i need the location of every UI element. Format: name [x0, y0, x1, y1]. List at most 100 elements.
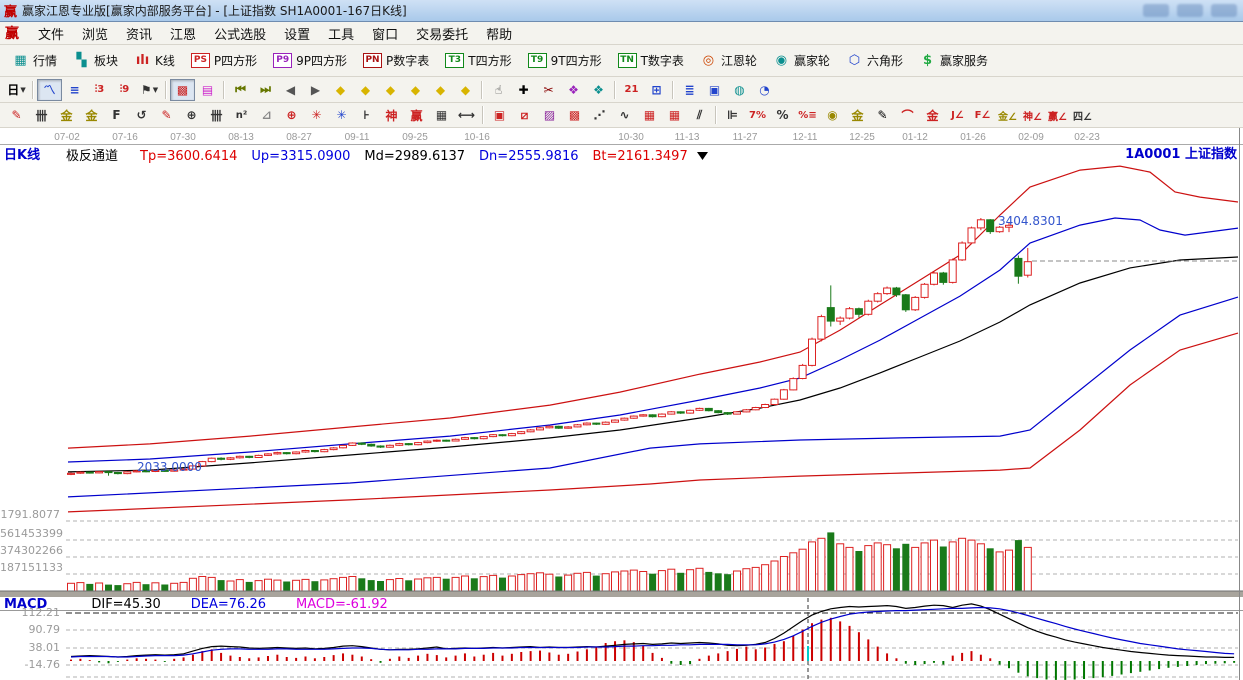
toolbar-hexagon-button[interactable]: ⬡ 六角形 — [838, 49, 911, 72]
nav-prev-bar-button[interactable]: ◀ — [278, 79, 303, 101]
draw-marker-pen-2-button[interactable]: ✎ — [154, 104, 179, 126]
draw-arc-lines-button[interactable]: ⌒ — [895, 104, 920, 126]
draw-spiral-button[interactable]: ↺ — [129, 104, 154, 126]
menu-9[interactable]: 帮助 — [486, 27, 513, 43]
toolbar-winner-service-button[interactable]: $ 赢家服务 — [911, 49, 996, 72]
draw-percent-button[interactable]: % — [770, 104, 795, 126]
nav-knot-purple-button[interactable]: ❖ — [561, 79, 586, 101]
draw-parallel-lines-button[interactable]: ⫽ — [687, 104, 712, 126]
draw-box-hatch-button[interactable]: ▩ — [562, 104, 587, 126]
draw-wide-grid-button[interactable]: 卌 — [204, 104, 229, 126]
draw-target-circle-button[interactable]: ⊕ — [279, 104, 304, 126]
maximize-button[interactable] — [1177, 4, 1203, 17]
menu-0[interactable]: 文件 — [38, 27, 65, 43]
menu-6[interactable]: 工具 — [328, 27, 355, 43]
nav-last-bar-button[interactable]: ⏭ — [253, 79, 278, 101]
draw-gold-circle-button[interactable]: ◉ — [820, 104, 845, 126]
draw-percent-lines-button[interactable]: %≡ — [795, 104, 820, 126]
nav-user-export-button[interactable]: ◔ — [752, 79, 777, 101]
nav-knot-teal-button[interactable]: ❖ — [586, 79, 611, 101]
menu-5[interactable]: 设置 — [284, 27, 311, 43]
nav-hand-drag-button[interactable]: ☝ — [486, 79, 511, 101]
nav-calculator-button[interactable]: ⊞ — [644, 79, 669, 101]
draw-gold-grid-2-button[interactable]: 金 — [79, 104, 104, 126]
draw-red-grid-2-button[interactable]: ▦ — [662, 104, 687, 126]
toolbar-kline-button[interactable]: ılı K线 — [126, 49, 183, 72]
minimize-button[interactable] — [1143, 4, 1169, 17]
indicator-name[interactable]: 极反通道 — [66, 149, 119, 164]
draw-marker-pen-button[interactable]: ✎ — [4, 104, 29, 126]
menu-3[interactable]: 江恩 — [170, 27, 197, 43]
draw-black-pen-button[interactable]: ✎ — [870, 104, 895, 126]
nav-measure-scissors-button[interactable]: ✂ — [536, 79, 561, 101]
draw-trend-pencil-button[interactable]: ⋰ — [587, 104, 612, 126]
draw-f-angle-button[interactable]: F∠ — [970, 104, 995, 126]
toolbar-9p-square-button[interactable]: P9 9P四方形 — [265, 49, 355, 72]
nav-diamond-left-button[interactable]: ◆ — [328, 79, 353, 101]
toolbar-t-number-table-button[interactable]: TN T数字表 — [610, 49, 692, 72]
menu-1[interactable]: 浏览 — [82, 27, 109, 43]
menu-8[interactable]: 交易委托 — [416, 27, 469, 43]
draw-fan-lines-button[interactable]: ⧄ — [512, 104, 537, 126]
draw-scale-bars-button[interactable]: ⊫ — [720, 104, 745, 126]
nav-pattern-box-button[interactable]: ▩ — [170, 78, 195, 101]
menu-4[interactable]: 公式选股 — [214, 27, 267, 43]
draw-gold-lines-button[interactable]: 金 — [845, 104, 870, 126]
draw-box-select-button[interactable]: ▣ — [487, 104, 512, 126]
menu-2[interactable]: 资讯 — [126, 27, 153, 43]
nav-bars-3-button[interactable]: ⫶3 — [87, 79, 112, 101]
nav-next-bar-button[interactable]: ▶ — [303, 79, 328, 101]
close-button[interactable] — [1211, 4, 1237, 17]
toolbar-p-number-table-button[interactable]: PN P数字表 — [355, 49, 437, 72]
draw-gold-angle-button[interactable]: 金∠ — [995, 104, 1020, 126]
draw-width-arrows-button[interactable]: ⟷ — [454, 104, 479, 126]
draw-gold-lines-red-button[interactable]: 金 — [920, 104, 945, 126]
draw-ying-angle-button[interactable]: 赢∠ — [1045, 104, 1070, 126]
toolbar-market-quotes-button[interactable]: ▦ 行情 — [4, 49, 65, 72]
draw-f-grid-button[interactable]: F — [104, 104, 129, 126]
toolbar-p-square-button[interactable]: PS P四方形 — [183, 49, 265, 72]
toolbar-winner-wheel-button[interactable]: ◉ 赢家轮 — [765, 49, 838, 72]
macd-panel-label[interactable]: MACD — [4, 597, 48, 612]
nav-diamond-expand-h-button[interactable]: ◆ — [378, 79, 403, 101]
toolbar-9t-square-button[interactable]: T9 9T四方形 — [520, 49, 610, 72]
nav-zigzag-window-button[interactable]: 〽 — [37, 78, 62, 101]
kline-chart-canvas[interactable]: 07-02 07-16 07-30 08-13 08-27 09-11 09-25 10-16… — [0, 128, 1243, 680]
nav-flag-marker-button[interactable]: ⚑ ▼ — [137, 79, 162, 101]
nav-diamond-compress-h-button[interactable]: ◆ — [403, 79, 428, 101]
draw-j-angle-button[interactable]: J∠ — [945, 104, 970, 126]
nav-first-bar-button[interactable]: ⏮ — [228, 79, 253, 101]
draw-n-squared-button[interactable]: n² — [229, 104, 254, 126]
nav-bars-9-button[interactable]: ⫶9 — [112, 79, 137, 101]
nav-calendar-21-button[interactable]: 21 — [619, 79, 644, 101]
draw-circle-grid-button[interactable]: ⊕ — [179, 104, 204, 126]
menu-7[interactable]: 窗口 — [372, 27, 399, 43]
panel-type-label[interactable]: 日K线 — [4, 148, 41, 163]
draw-web-grid-button[interactable]: ✳ — [304, 104, 329, 126]
draw-ruler-123-button[interactable]: ▦ — [429, 104, 454, 126]
toolbar-t-square-button[interactable]: T3 T四方形 — [437, 49, 519, 72]
draw-gold-grid-1-button[interactable]: 金 — [54, 104, 79, 126]
symbol-label[interactable]: 1A0001 上证指数 — [1125, 147, 1237, 162]
nav-diamond-expand-v-button[interactable]: ◆ — [428, 79, 453, 101]
draw-si-angle-button[interactable]: 四∠ — [1070, 104, 1095, 126]
nav-color-histogram-button[interactable]: ▤ — [195, 79, 220, 101]
draw-shen-angle-button[interactable]: 神∠ — [1020, 104, 1045, 126]
nav-web-export-button[interactable]: ◍ — [727, 79, 752, 101]
draw-shen-grid-button[interactable]: 神 — [379, 104, 404, 126]
draw-wave-line-button[interactable]: ∿ — [612, 104, 637, 126]
nav-save-disk-button[interactable]: ▣ — [702, 79, 727, 101]
nav-report-doc-button[interactable]: ≣ — [677, 79, 702, 101]
draw-interval-mark-button[interactable]: ⊦ — [354, 104, 379, 126]
draw-web-grid-dense-button[interactable]: ✳ — [329, 104, 354, 126]
draw-percent-7-button[interactable]: 7% — [745, 104, 770, 126]
nav-diamond-right-button[interactable]: ◆ — [353, 79, 378, 101]
nav-info-doc-button[interactable]: ≡ — [62, 79, 87, 101]
nav-crosshair-button[interactable]: ✚ — [511, 79, 536, 101]
toolbar-sector-blocks-button[interactable]: ▚ 板块 — [65, 49, 126, 72]
nav-period-day-button[interactable]: 日 ▼ — [4, 79, 29, 101]
draw-red-grid-button[interactable]: ▦ — [637, 104, 662, 126]
draw-gann-grid-small-button[interactable]: 卌 — [29, 104, 54, 126]
draw-mirror-angle-button[interactable]: ⊿ — [254, 104, 279, 126]
nav-diamond-center-button[interactable]: ◆ — [453, 79, 478, 101]
